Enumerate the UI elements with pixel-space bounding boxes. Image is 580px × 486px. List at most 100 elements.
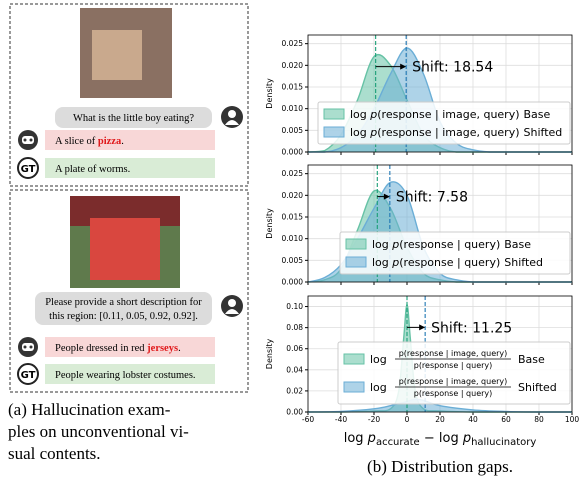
legend-series: Base bbox=[518, 353, 545, 366]
plot-frame bbox=[307, 34, 573, 153]
legend-numerator: p(response | image, query) bbox=[399, 349, 508, 358]
question-bubble bbox=[55, 107, 212, 128]
x-label-var: p bbox=[367, 431, 376, 446]
caption: sual contents. bbox=[8, 444, 101, 463]
legend-func: log bbox=[350, 108, 370, 121]
y-axis-label: Density bbox=[265, 78, 274, 109]
legend-func: log bbox=[372, 238, 392, 251]
gt-icon bbox=[17, 157, 39, 179]
legend-var: p bbox=[391, 238, 399, 251]
answer-highlight: pizza bbox=[98, 136, 122, 147]
question: What is the little boy eating? bbox=[73, 113, 194, 124]
legend-func: log bbox=[372, 256, 392, 269]
shift-arrow-head bbox=[400, 63, 407, 70]
y-tick-label: 0.08 bbox=[286, 323, 303, 332]
y-tick-label: 0.020 bbox=[282, 61, 304, 70]
x-label-sub: hallucinatory bbox=[471, 437, 536, 448]
x-tick-label: -40 bbox=[335, 415, 347, 424]
legend-denominator: p(response | query) bbox=[414, 361, 493, 370]
y-tick-label: 0.015 bbox=[282, 213, 304, 222]
answer: People dressed in red jerseys. bbox=[55, 343, 181, 354]
caption: ples on unconventional vi- bbox=[8, 422, 189, 441]
answer-text: . bbox=[178, 343, 181, 354]
legend-denominator: p(response | query) bbox=[414, 389, 493, 398]
legend-series: Shifted bbox=[504, 256, 543, 269]
robot-eye bbox=[23, 138, 27, 142]
legend-series: Base bbox=[524, 108, 551, 121]
legend-series: Base bbox=[504, 238, 531, 251]
legend-func: log bbox=[370, 381, 387, 394]
y-tick-label: 0.06 bbox=[286, 344, 303, 353]
answer-text: . bbox=[121, 136, 124, 147]
ground-truth-box bbox=[45, 364, 215, 384]
caption: (b) Distribution gaps. bbox=[367, 457, 513, 476]
legend-swatch bbox=[323, 108, 345, 120]
legend-swatch bbox=[323, 126, 345, 138]
y-tick-label: 0.020 bbox=[282, 191, 304, 200]
x-tick-label: 0 bbox=[405, 415, 410, 424]
x-tick-label: -20 bbox=[368, 415, 380, 424]
legend-series: Shifted bbox=[518, 381, 557, 394]
user-icon-body bbox=[225, 309, 239, 314]
photo-detail bbox=[90, 218, 160, 280]
x-tick-label: 100 bbox=[565, 415, 580, 424]
ground-truth-box bbox=[45, 158, 215, 178]
answer: A slice of pizza. bbox=[55, 136, 124, 147]
y-tick-label: 0.00 bbox=[286, 408, 303, 417]
legend-series: Shifted bbox=[524, 126, 563, 139]
x-label-func: − log bbox=[420, 431, 463, 446]
y-tick-label: 0.02 bbox=[286, 386, 303, 395]
y-tick-label: 0.010 bbox=[282, 104, 304, 113]
robot-eye bbox=[29, 138, 33, 142]
caption: (a) Hallucination exam- bbox=[8, 400, 171, 419]
x-tick-label: -60 bbox=[302, 415, 314, 424]
robot-face bbox=[22, 343, 34, 351]
legend-var: p bbox=[369, 126, 377, 139]
y-tick-label: 0.04 bbox=[286, 365, 303, 374]
y-axis-label: Density bbox=[265, 339, 274, 370]
answer-text: People dressed in red bbox=[55, 343, 147, 354]
gt-icon bbox=[17, 363, 39, 385]
chart: 0.000 0.005 0.010 0.015 0.020 0.025 Density Shi… bbox=[265, 164, 573, 287]
shift-arrow-head bbox=[419, 324, 426, 331]
chart: -60 -40 -20 0 20 40 60 80 100 0.00 0.02 0.04 0.06 0.0… bbox=[265, 295, 580, 424]
legend-var: p bbox=[391, 256, 399, 269]
robot-face bbox=[22, 136, 34, 144]
x-label-sub: accurate bbox=[376, 437, 420, 448]
user-icon-body bbox=[225, 120, 239, 125]
x-label-var: p bbox=[462, 431, 471, 446]
legend bbox=[337, 341, 571, 405]
shift-arrow-head bbox=[383, 193, 390, 200]
shift-label: Shift: 11.25 bbox=[431, 320, 512, 336]
legend-swatch bbox=[345, 256, 367, 268]
robot-eye bbox=[23, 345, 27, 349]
answer-box bbox=[45, 130, 215, 150]
photo-detail bbox=[92, 30, 142, 80]
legend-swatch bbox=[343, 353, 365, 365]
legend-swatch bbox=[343, 381, 365, 393]
legend-numerator: p(response | image, query) bbox=[399, 377, 508, 386]
legend bbox=[317, 101, 571, 145]
question: Please provide a short description for bbox=[45, 297, 202, 308]
legend bbox=[339, 231, 571, 275]
shift-label: Shift: 7.58 bbox=[396, 190, 468, 206]
robot-eye bbox=[29, 345, 33, 349]
x-tick-label: 60 bbox=[501, 415, 511, 424]
panel-a: What is the little boy eating? A slice of… bbox=[9, 3, 249, 393]
x-label-func: log bbox=[344, 431, 368, 446]
answer-box bbox=[45, 337, 215, 357]
y-tick-label: 0.005 bbox=[282, 126, 304, 135]
legend-var: p bbox=[369, 108, 377, 121]
y-tick-label: 0.025 bbox=[282, 39, 304, 48]
chart: 0.000 0.005 0.010 0.015 0.020 0.025 Density Shi… bbox=[265, 34, 573, 157]
plot-frame bbox=[307, 295, 573, 413]
shift-label: Shift: 18.54 bbox=[412, 60, 493, 76]
ground-truth: A plate of worms. bbox=[55, 164, 130, 175]
x-axis-label: log paccurate − log phallucinatory bbox=[344, 431, 537, 448]
legend-label: log p(response | image, query) Base bbox=[350, 108, 551, 121]
legend-arg: (response | query) bbox=[399, 238, 500, 251]
x-tick-label: 80 bbox=[534, 415, 544, 424]
legend-arg: (response | image, query) bbox=[377, 108, 519, 121]
gt-badge: GT bbox=[21, 164, 36, 175]
